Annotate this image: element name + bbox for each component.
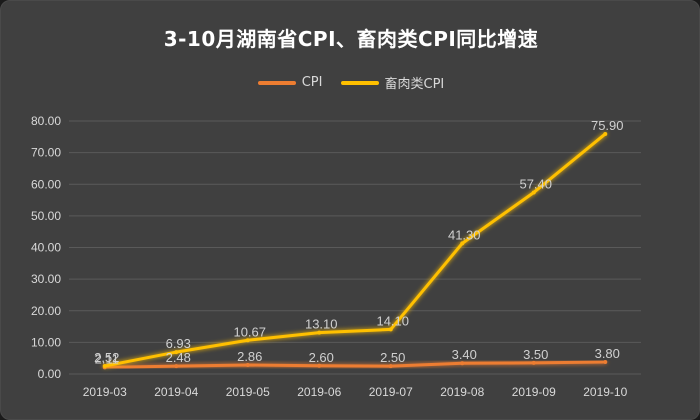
x-tick-label: 2019-06	[297, 385, 341, 399]
chart-title: 3-10月湖南省CPI、畜肉类CPI同比增速	[163, 27, 539, 51]
y-tick-label: 50.00	[31, 209, 61, 223]
data-label: 14.10	[376, 313, 409, 328]
data-label: 2.52	[94, 350, 119, 365]
data-label: 2.11	[95, 351, 119, 366]
y-tick-label: 20.00	[31, 304, 61, 318]
x-tick-label: 2019-05	[226, 385, 270, 399]
x-tick-label: 2019-09	[512, 385, 556, 399]
data-point	[603, 131, 608, 136]
y-tick-label: 60.00	[31, 177, 61, 191]
data-label: 3.40	[452, 347, 477, 362]
data-point	[174, 350, 179, 355]
legend-item-cpi: CPI	[257, 75, 323, 90]
legend-swatch-cpi	[257, 80, 296, 85]
chart-legend: CPI 畜肉类CPI	[1, 73, 699, 92]
legend-swatch-meat-cpi	[340, 80, 379, 85]
x-tick-label: 2019-07	[369, 385, 413, 399]
data-point	[245, 362, 250, 367]
y-tick-label: 70.00	[31, 146, 61, 160]
x-tick-label: 2019-08	[440, 385, 484, 399]
data-label: 13.10	[305, 317, 338, 332]
data-point	[531, 190, 536, 195]
data-label: 2.60	[309, 350, 334, 365]
data-label: 75.90	[591, 118, 624, 133]
y-tick-label: 80.00	[31, 114, 61, 128]
data-label: 57.40	[519, 176, 552, 191]
x-tick-label: 2019-04	[154, 385, 198, 399]
data-label: 10.67	[233, 324, 266, 339]
x-tick-label: 2019-03	[83, 385, 127, 399]
legend-label-meat-cpi: 畜肉类CPI	[384, 77, 445, 92]
series-line-meat-cpi	[103, 132, 607, 368]
data-point	[460, 361, 465, 366]
data-point	[388, 364, 393, 369]
data-point	[102, 364, 107, 369]
data-label: 2.50	[380, 350, 405, 365]
data-label: 2.48	[166, 350, 191, 365]
data-label: 2.86	[237, 349, 262, 364]
y-tick-label: 40.00	[31, 241, 61, 255]
data-point	[317, 363, 322, 368]
series-line-cpi	[103, 360, 607, 369]
data-point	[245, 338, 250, 343]
y-tick-label: 0.00	[38, 367, 62, 381]
y-tick-label: 10.00	[31, 335, 61, 349]
legend-label-cpi: CPI	[301, 75, 323, 90]
data-labels: 2.11 2.48 2.86 2.60 2.50 3.40 3.50 3.80 2.52 6.93…	[94, 118, 623, 366]
data-label: 6.93	[166, 336, 191, 351]
y-tick-label: 30.00	[31, 272, 61, 286]
data-label: 3.50	[523, 347, 548, 362]
data-point	[317, 330, 322, 335]
data-point	[603, 359, 608, 364]
axes: 0.00 10.00 20.00 30.00 40.00 50.00 60.00 70.00 8…	[31, 114, 628, 399]
legend-item-meat-cpi: 畜肉类CPI	[340, 73, 445, 92]
grid-lines	[69, 120, 641, 375]
data-point	[174, 364, 179, 369]
data-point	[460, 241, 465, 246]
data-point	[388, 327, 393, 332]
series-lines	[102, 131, 608, 370]
x-tick-label: 2019-10	[583, 385, 627, 399]
data-label: 3.80	[595, 346, 620, 361]
data-label: 41.30	[448, 227, 481, 242]
data-point	[531, 360, 536, 365]
